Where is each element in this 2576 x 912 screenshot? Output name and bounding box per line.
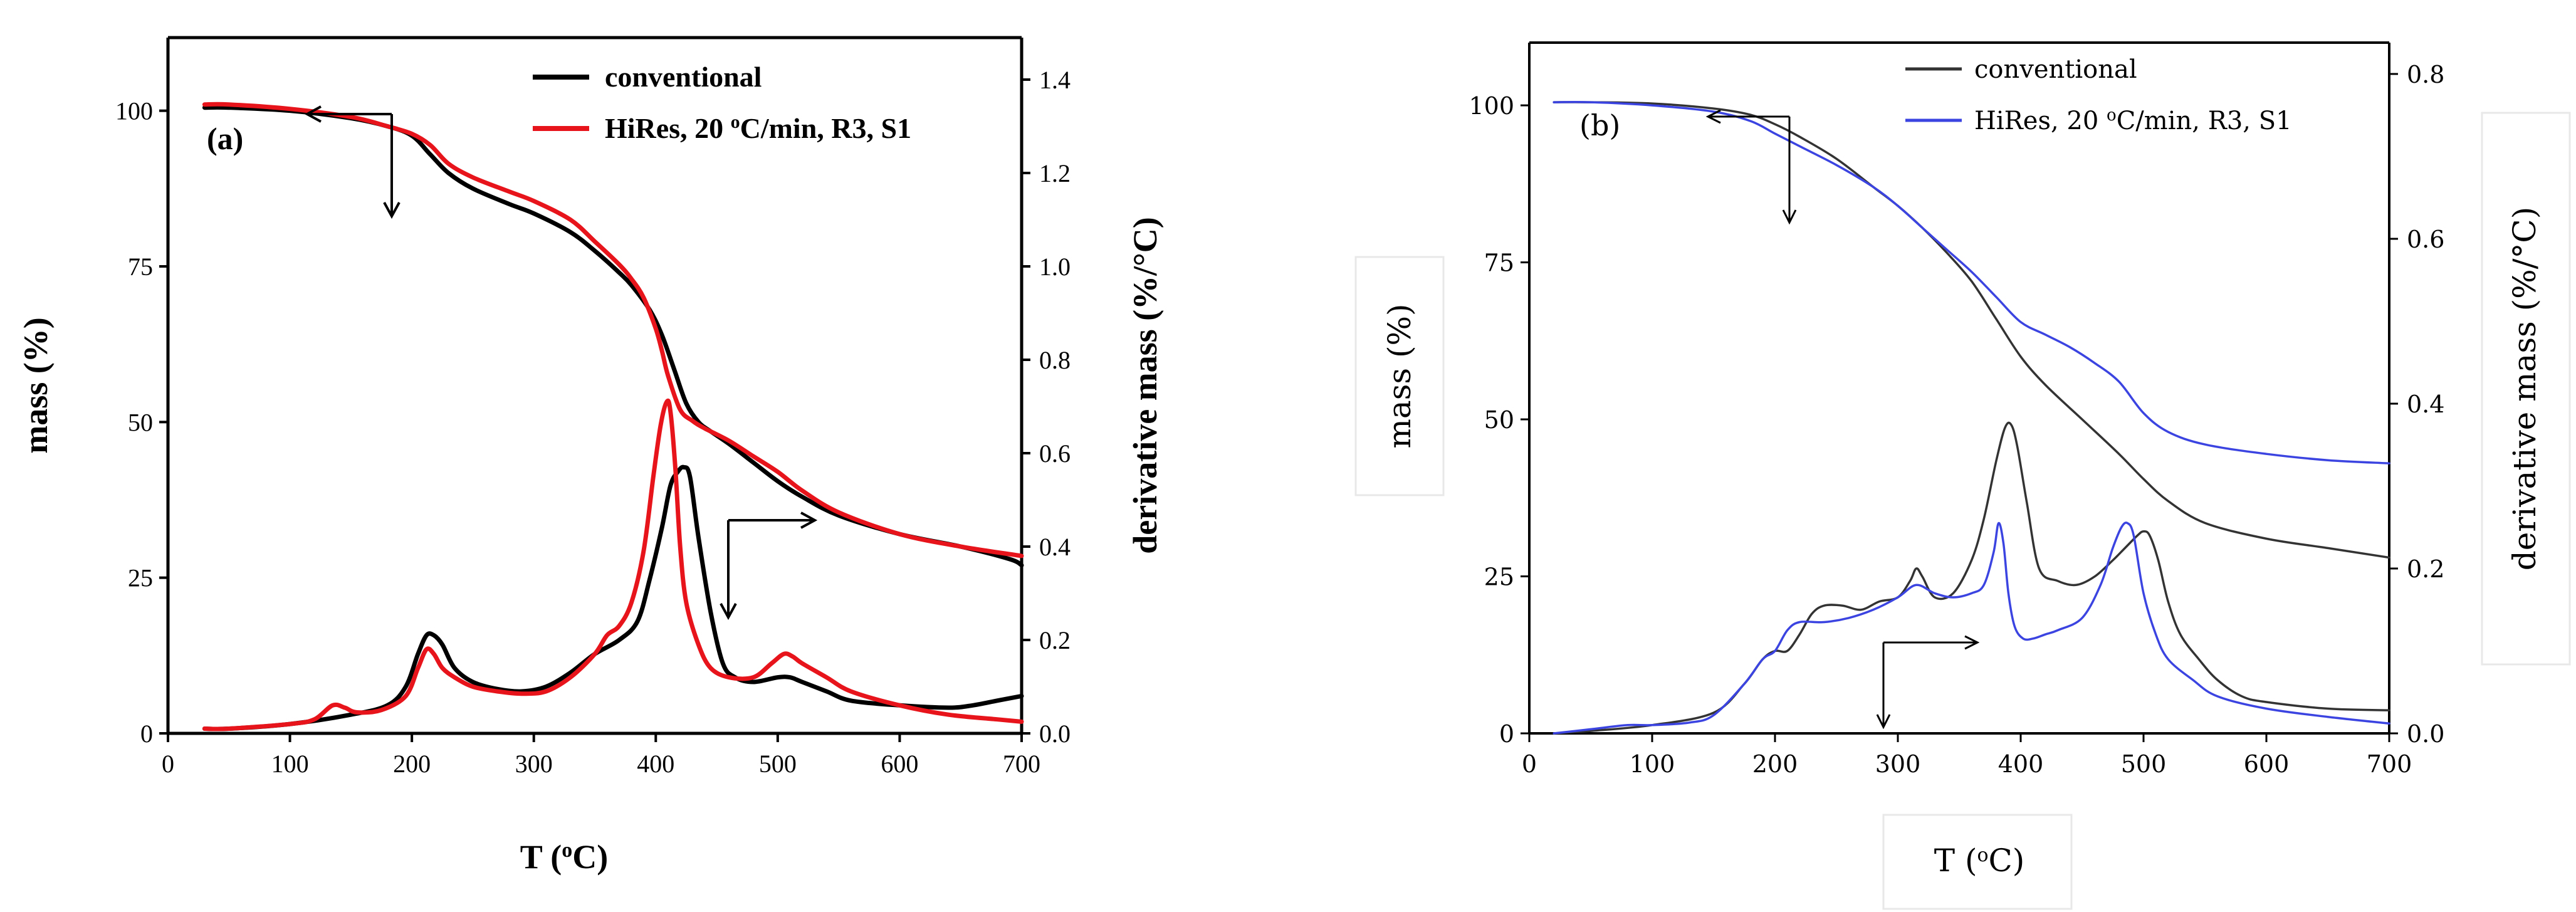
series-line-conventional-derivative [202, 464, 1024, 731]
annotation-arrow-left-a [304, 105, 401, 219]
x-tick-label: 400 [1998, 750, 2044, 778]
y2-ticks-a: 0.0 0.2 0.4 0.6 0.8 1.0 1.2 1.4 [1022, 66, 1071, 748]
x-tick-label: 0 [162, 750, 174, 778]
y2-axis-label-a: derivative mass (%/°C) [1126, 217, 1164, 554]
x-ticks-b: 0 100 200 300 400 500 600 700 [1522, 733, 2412, 778]
y2-tick-label: 0.4 [2407, 390, 2444, 418]
x-tick-label: 700 [1003, 750, 1040, 778]
y2-ticks-b: 0.0 0.2 0.4 0.6 0.8 [2389, 61, 2444, 748]
legend-b: conventional HiRes, 20 oC/min, R3, S1 [1905, 55, 2292, 135]
legend-label-conventional-a: conventional [605, 61, 762, 93]
y-tick-label: 50 [1484, 406, 1514, 434]
x-tick-label: 300 [1875, 750, 1921, 778]
x-tick-label: 400 [637, 750, 674, 778]
y-tick-label: 25 [1484, 563, 1514, 591]
y2-tick-label: 0.0 [2407, 720, 2444, 748]
annotation-arrow-right-b [1876, 635, 1980, 730]
y-label-frame-b [1354, 256, 1445, 496]
y-tick-label: 50 [128, 408, 153, 436]
legend-label-conventional-b: conventional [1974, 55, 2137, 84]
y2-tick-label: 0.4 [1039, 533, 1071, 561]
x-tick-label: 100 [1630, 750, 1675, 778]
series-lines-b [1552, 100, 2390, 735]
chart-panel-b: 0 100 200 300 400 500 600 700 0 25 50 75 100 0.0 0.2… [1354, 41, 2571, 910]
series-lines-a [202, 102, 1024, 731]
x-axis-label-b: T (oC) [1934, 842, 2025, 879]
y-tick-label: 0 [1499, 720, 1514, 748]
y2-axis-label-b: derivative mass (%/°C) [2506, 207, 2543, 570]
y-ticks-b: 0 25 50 75 100 [1469, 92, 1529, 748]
x-tick-label: 500 [2121, 750, 2167, 778]
annotation-arrow-right-a [720, 511, 818, 621]
y-tick-label: 100 [1469, 92, 1514, 120]
y2-tick-label: 0.6 [1039, 439, 1071, 468]
y-ticks-a: 0 25 50 75 100 [115, 97, 168, 748]
legend-label-hires-a: HiRes, 20 oC/min, R3, S1 [605, 112, 911, 144]
y-tick-label: 75 [128, 253, 153, 281]
y-axis-label-b: mass (%) [1381, 304, 1418, 449]
y2-tick-label: 0.2 [1039, 626, 1071, 654]
x-tick-label: 0 [1522, 750, 1537, 778]
chart-panel-a: 0 100 200 300 400 500 600 700 0 25 50 75 100 0.0 0.2… [17, 36, 1164, 876]
x-tick-label: 300 [515, 750, 553, 778]
x-tick-label: 100 [271, 750, 309, 778]
y2-tick-label: 1.4 [1039, 66, 1071, 94]
legend-a: conventional HiRes, 20 oC/min, R3, S1 [533, 61, 911, 144]
series-line-conventional-mass [202, 105, 1024, 568]
y-tick-label: 100 [115, 97, 153, 125]
y2-tick-label: 0.6 [2407, 226, 2444, 253]
y2-tick-label: 0.8 [1039, 346, 1071, 374]
y2-tick-label: 0.2 [2407, 555, 2444, 583]
y-tick-label: 25 [128, 564, 153, 592]
y2-label-frame-b [2481, 112, 2571, 666]
y2-tick-label: 1.0 [1039, 253, 1071, 281]
y-tick-label: 0 [140, 720, 153, 748]
x-tick-label: 200 [1752, 750, 1798, 778]
annotation-arrow-left-b [1705, 109, 1797, 225]
series-line-conventional-derivative [1552, 421, 2390, 735]
y-axis-label-a: mass (%) [17, 317, 55, 453]
panel-label-a: (a) [207, 121, 243, 156]
x-label-frame-b [1882, 814, 2073, 910]
y2-tick-label: 1.2 [1039, 159, 1071, 187]
panel-label-b: (b) [1579, 108, 1620, 142]
y-tick-label: 75 [1484, 249, 1514, 277]
y2-tick-label: 0.0 [1039, 720, 1071, 748]
x-tick-label: 500 [759, 750, 797, 778]
x-tick-label: 600 [881, 750, 918, 778]
x-ticks-a: 0 100 200 300 400 500 600 700 [162, 733, 1040, 778]
x-tick-label: 200 [393, 750, 431, 778]
x-tick-label: 700 [2367, 750, 2412, 778]
x-axis-label-a: T (oC) [520, 838, 609, 876]
y2-tick-label: 0.8 [2407, 61, 2444, 88]
series-line-hires-mass [202, 102, 1024, 558]
series-line-hires-derivative [1552, 522, 2390, 735]
series-line-hires-derivative [202, 398, 1024, 731]
series-line-hires-mass [1552, 100, 2390, 464]
x-tick-label: 600 [2244, 750, 2290, 778]
legend-label-hires-b: HiRes, 20 oC/min, R3, S1 [1974, 106, 2292, 135]
series-line-conventional-mass [1552, 101, 2390, 559]
